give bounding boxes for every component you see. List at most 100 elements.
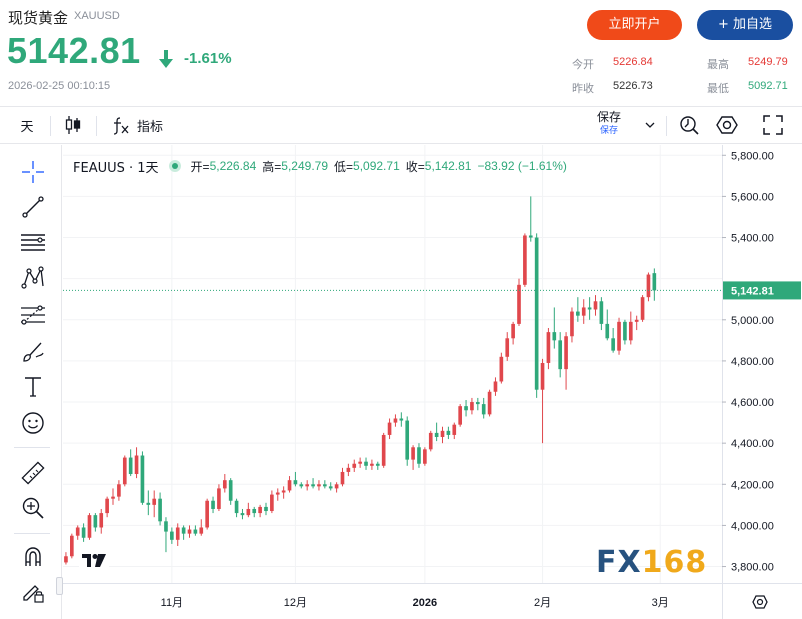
candle-body (158, 498, 162, 522)
candle-body (193, 529, 198, 534)
settings-button[interactable] (712, 107, 742, 143)
candle-body (446, 430, 451, 435)
text-tool[interactable] (18, 372, 48, 402)
indicators-label: 指标 (136, 119, 163, 135)
time-tick-label: 3月 (652, 597, 669, 609)
candle-body (405, 420, 410, 460)
ruler-tool[interactable] (18, 458, 48, 488)
low-label: 最低 (707, 82, 729, 95)
fx168-watermark: FX168 (596, 545, 707, 580)
price-tick-label: 4,200.00 (731, 479, 774, 491)
candle-body (205, 500, 209, 528)
change-percent: -1.61% (184, 50, 232, 67)
prev-close-value: 5226.73 (613, 80, 653, 92)
candle-body (528, 235, 533, 238)
time-tick-label: 11月 (161, 597, 183, 609)
candle-body (170, 531, 174, 540)
axis-settings-icon[interactable] (752, 595, 768, 609)
tradingview-logo-icon (82, 554, 106, 567)
toolbar-divider (14, 447, 50, 448)
add-watchlist-button[interactable]: + 加自选 (697, 10, 793, 40)
interval-button[interactable]: 天 (20, 119, 34, 135)
candle-body (311, 484, 315, 487)
candle-body (558, 340, 563, 370)
trend-line-tool[interactable] (18, 192, 48, 222)
candle-body (211, 500, 215, 509)
lock-drawings-tool[interactable] (18, 577, 48, 607)
candle-body (605, 323, 610, 339)
horizontal-lines-tool[interactable] (18, 227, 48, 257)
drawing-toolbar (0, 145, 63, 619)
candle-body (493, 381, 498, 392)
axis-settings-center (756, 598, 764, 606)
candle-body (581, 307, 586, 316)
chart-type-button[interactable] (58, 107, 88, 143)
candle-body (287, 480, 292, 491)
open-account-button[interactable]: 立即开户 (587, 10, 682, 40)
tradingview-logo[interactable] (79, 545, 109, 575)
save-dropdown[interactable] (640, 107, 660, 143)
crosshair-icon (22, 161, 44, 183)
legend-change: −83.92 (−1.61%) (477, 159, 567, 173)
ruler-icon (21, 461, 45, 485)
candle-body (423, 449, 427, 464)
candle-body (128, 457, 133, 475)
legend-open-value: 5,226.84 (209, 159, 257, 173)
candle-body (552, 332, 557, 341)
candle-body (375, 463, 380, 466)
candle-body (452, 424, 457, 435)
candle-body (140, 455, 145, 503)
instrument-name: 现货黄金 (8, 9, 69, 27)
price-tick-label: 3,800.00 (731, 562, 774, 574)
emoji-icon (22, 412, 44, 434)
candle-body (181, 527, 186, 534)
legend-close-label: 收= (405, 159, 425, 174)
candle-body (252, 508, 257, 514)
horizontal-lines-icon (21, 234, 45, 251)
candle-body (299, 484, 304, 487)
candle-body (340, 471, 345, 485)
candle-body (458, 406, 462, 425)
candle-body (87, 515, 92, 538)
time-tick-label: 12月 (284, 597, 307, 609)
watermark-fx: FX (596, 545, 642, 580)
toolbar-divider (96, 116, 97, 136)
candle-body (317, 484, 321, 487)
candle-body (270, 494, 274, 512)
candle-body (399, 418, 404, 421)
alert-button[interactable] (674, 107, 704, 143)
instrument-code: XAUUSD (74, 10, 120, 22)
open-label: 今开 (572, 58, 594, 71)
indicators-button[interactable]: 指标 (106, 107, 168, 143)
legend-high-label: 高= (262, 159, 282, 174)
text-icon (25, 377, 41, 397)
zoom-tool[interactable] (18, 493, 48, 523)
candle-body (440, 430, 445, 437)
legend-low-label: 低= (334, 159, 354, 174)
legend-low-value: 5,092.71 (353, 159, 400, 173)
toolbar-collapse-handle[interactable] (56, 577, 63, 595)
chart-area[interactable]: 5,142.81 3,800.00 4,000.00 4,200.00 4,400.00… (63, 145, 802, 619)
time-tick-label: 2026 (413, 597, 437, 609)
emoji-tool[interactable] (18, 408, 48, 438)
save-button[interactable]: 保存 保存 (590, 110, 628, 140)
candle-body (393, 418, 398, 423)
candle-body (587, 307, 592, 310)
candle-body (81, 527, 86, 538)
arrow-down-icon (159, 50, 173, 68)
candle-body (328, 486, 333, 489)
magnet-tool[interactable] (18, 542, 48, 572)
toolbar-divider (14, 533, 50, 534)
candlestick-chart[interactable]: 5,142.81 3,800.00 4,000.00 4,200.00 4,400.00… (63, 145, 802, 619)
candle-body (199, 527, 204, 534)
candle-body (105, 498, 109, 514)
toolbar-divider (50, 116, 51, 136)
alert-icon (680, 116, 699, 135)
last-price-label: 5,142.81 (731, 285, 774, 297)
fib-tool[interactable] (18, 300, 48, 330)
brush-tool[interactable] (18, 337, 48, 367)
pattern-tool[interactable] (18, 263, 48, 293)
crosshair-tool[interactable] (18, 157, 48, 187)
lock-pencil-icon (23, 585, 44, 603)
fullscreen-button[interactable] (758, 107, 788, 143)
